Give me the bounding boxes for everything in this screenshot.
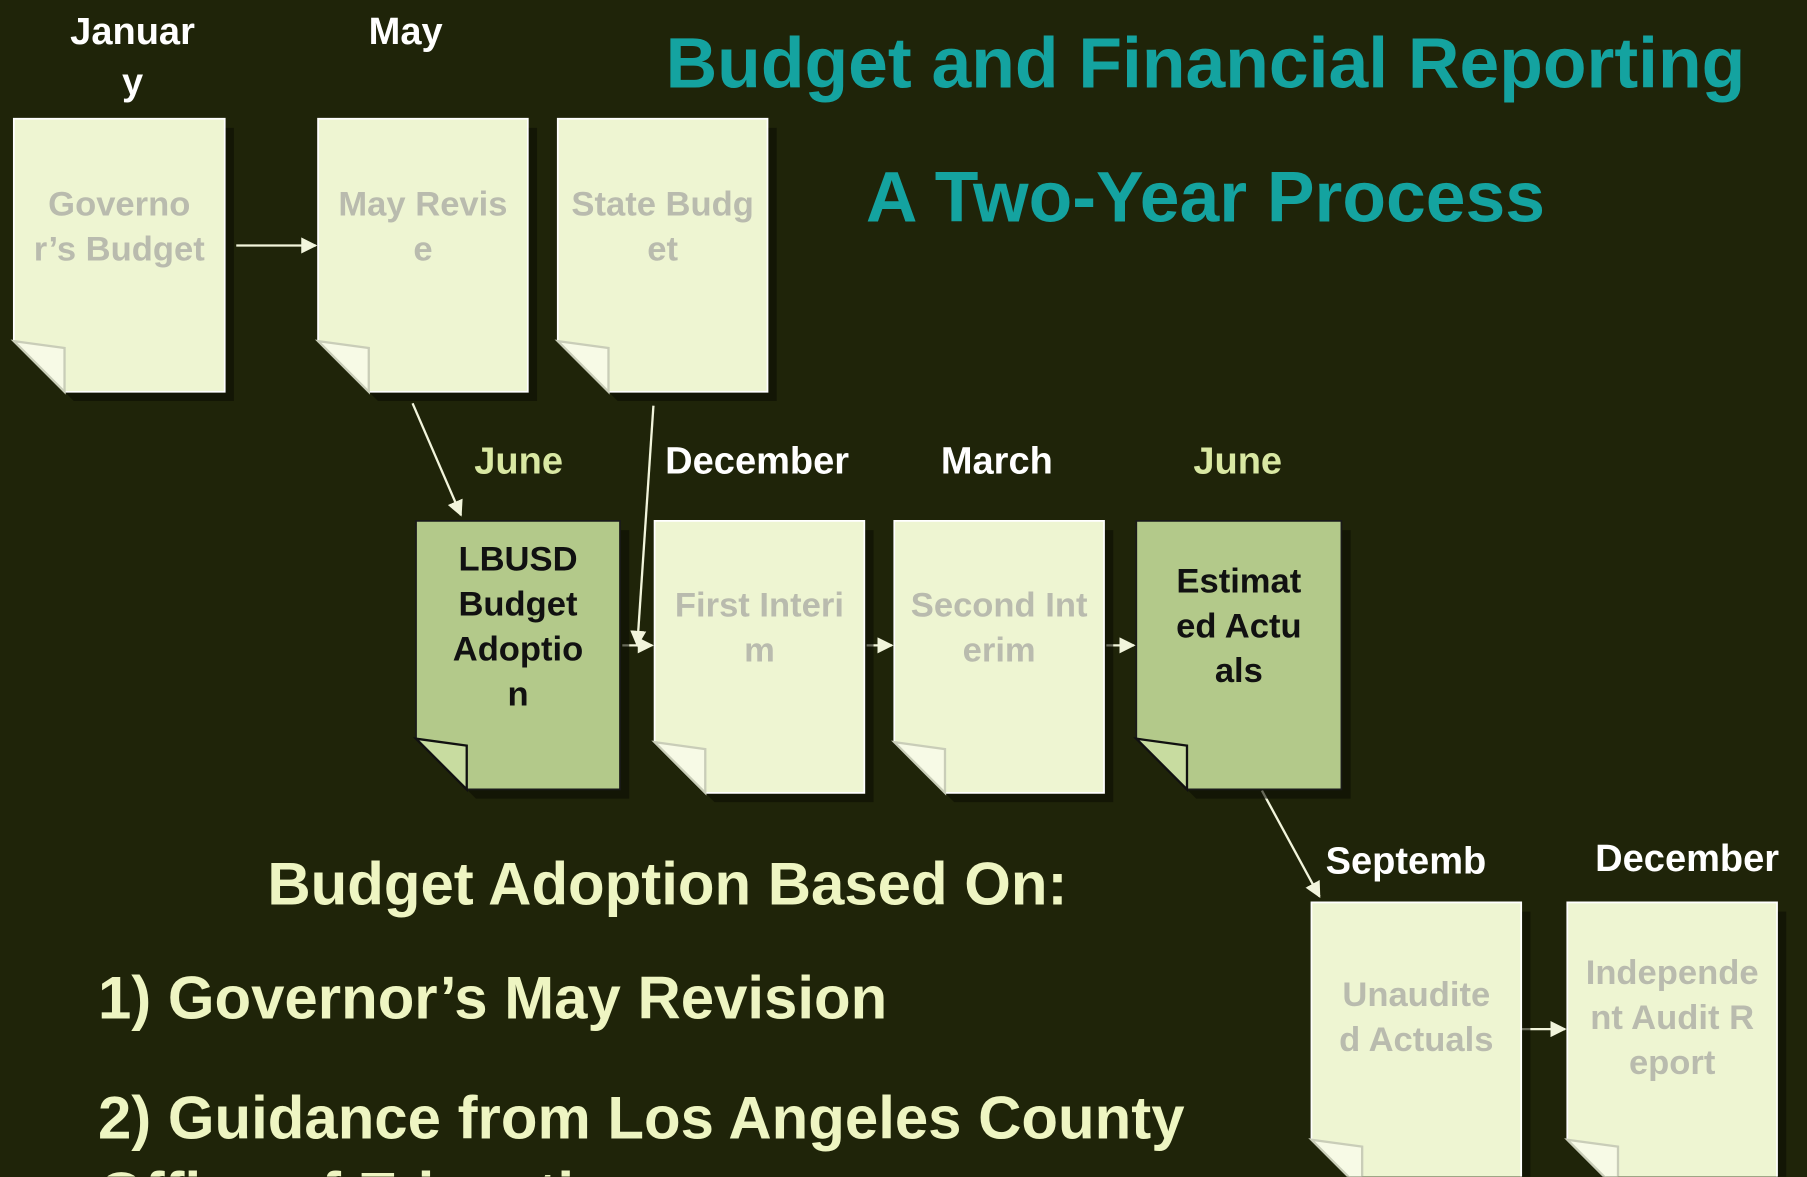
month-label: December [1595, 836, 1780, 880]
fold [1308, 1138, 1364, 1177]
arrow [411, 402, 463, 517]
document-label: Governor’s Budget [33, 184, 205, 268]
document-shape [1564, 901, 1787, 1177]
fold [10, 339, 66, 395]
document-text-area: Unaudited Actuals [1311, 902, 1521, 1132]
basis-heading: Budget Adoption Based On: [267, 851, 1068, 919]
document-label: May Revise [338, 184, 508, 268]
fold [412, 737, 468, 793]
document-text-area: Second Interim [894, 521, 1104, 735]
fold [1133, 737, 1189, 793]
basis-item: 1) Governor’s May Revision [97, 965, 888, 1033]
page [317, 117, 529, 393]
document-shape [412, 520, 630, 799]
document-label: Unaudited Actuals [1339, 976, 1494, 1060]
month-label: December [665, 439, 850, 482]
document-shape [1133, 520, 1351, 799]
document-label: Second Interim [910, 586, 1088, 670]
document-text-area: May Revise [318, 119, 528, 335]
document: LBUSD Budget Adoption [412, 520, 630, 799]
month-label: June [474, 439, 563, 482]
document-shape [10, 117, 234, 402]
page [415, 520, 621, 791]
fold [1564, 1138, 1620, 1177]
month-label: Septemb [1325, 838, 1487, 882]
document-text-area: State Budget [558, 119, 768, 335]
document: Estimated Actuals [1133, 520, 1351, 799]
document-label: LBUSD Budget Adoption [452, 539, 584, 713]
document-shape [554, 117, 777, 402]
month-label: May [368, 9, 443, 52]
document-label: Estimated Actuals [1176, 562, 1302, 691]
page [653, 520, 866, 794]
document-label: Independent Audit Report [1585, 953, 1759, 1082]
document-label: First Interim [674, 586, 844, 670]
fold [651, 740, 707, 796]
arrow [630, 405, 655, 647]
document-shape [891, 520, 1114, 803]
fold [314, 339, 370, 395]
page [893, 520, 1105, 794]
basis-item: 2) Guidance from Los Angeles County Offi… [97, 1085, 1185, 1177]
page [12, 117, 226, 393]
document-text-area: Independent Audit Report [1567, 902, 1777, 1132]
document-text-area: Governor’s Budget [14, 119, 225, 335]
document: State Budget [554, 117, 777, 402]
page [1310, 901, 1523, 1177]
month-label: March [940, 439, 1053, 482]
page [556, 117, 769, 393]
page [1566, 901, 1778, 1177]
document-shape [314, 117, 538, 402]
arrow [1260, 790, 1321, 899]
fold [554, 339, 610, 395]
document: Unaudited Actuals [1308, 901, 1531, 1177]
document-text-area: First Interim [655, 521, 865, 735]
document: Governor’s Budget [10, 117, 234, 402]
month-label: January [70, 9, 195, 103]
title: Budget and Financial Reporting [665, 24, 1746, 104]
document-label: State Budget [571, 184, 754, 268]
document: Independent Audit Report [1564, 901, 1787, 1177]
document-shape [651, 520, 874, 803]
document: May Revise [314, 117, 538, 402]
month-label: June [1193, 439, 1283, 482]
page [1135, 520, 1343, 791]
document-text-area: LBUSD Budget Adoption [416, 521, 620, 732]
document-text-area: Estimated Actuals [1136, 521, 1341, 732]
subtitle: A Two-Year Process [865, 157, 1545, 238]
fold [891, 740, 947, 796]
document: Second Interim [891, 520, 1114, 803]
document-shape [1308, 901, 1531, 1177]
document: First Interim [651, 520, 874, 803]
